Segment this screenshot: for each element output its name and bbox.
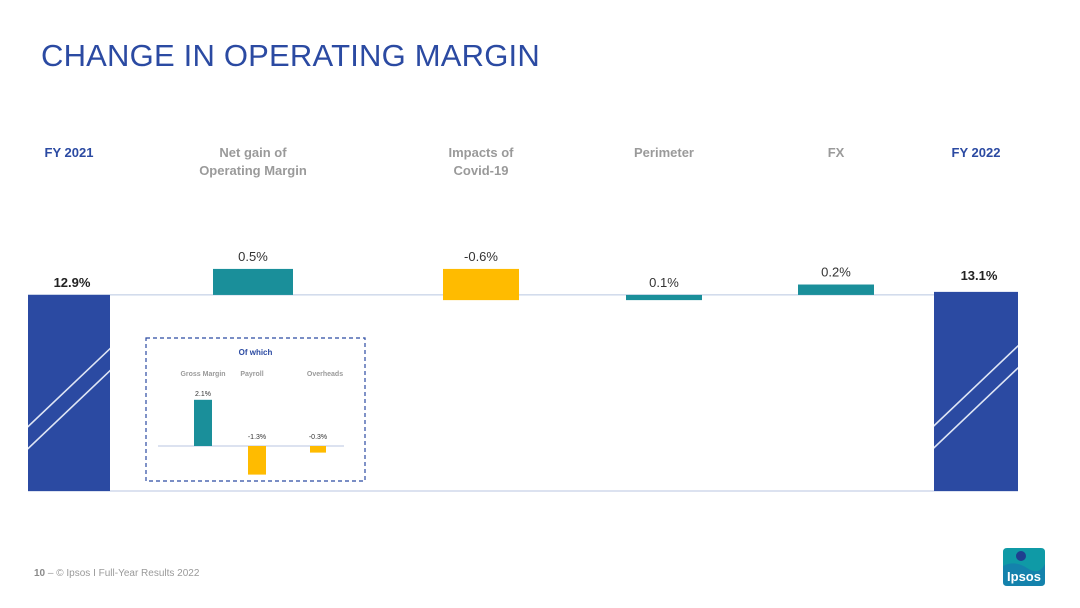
category-label: Perimeter <box>574 144 754 162</box>
stripe <box>934 366 1018 449</box>
inset-category-label: Payroll <box>240 371 263 378</box>
category-label-line: Covid-19 <box>453 163 509 178</box>
category-label-line: Operating Margin <box>199 163 307 178</box>
logo-text: Ipsos <box>1007 569 1041 584</box>
data-label: 0.2% <box>821 265 851 280</box>
inset-bar <box>248 446 266 475</box>
data-label: -0.6% <box>464 249 498 264</box>
category-label: Impacts of Covid-19 <box>391 144 571 180</box>
category-label-line: Net gain of <box>219 145 287 160</box>
footer-separator: – <box>47 568 54 579</box>
inset-category-label: Gross Margin <box>180 371 225 378</box>
inset-data-label: 2.1% <box>195 391 211 398</box>
bar <box>934 291 1018 491</box>
footer-text: © Ipsos I Full-Year Results 2022 <box>56 568 200 579</box>
category-label: Net gain of Operating Margin <box>163 144 343 180</box>
stripe <box>934 344 1018 427</box>
category-label-line: FY 2021 <box>44 145 94 160</box>
ipsos-logo-icon: Ipsos <box>1001 546 1047 588</box>
page-title: CHANGE IN OPERATING MARGIN <box>41 38 540 73</box>
page-number: 10 <box>34 568 46 579</box>
category-label: FY 2022 <box>886 144 1066 162</box>
inset-category-label: Overheads <box>307 371 343 378</box>
data-label: 0.1% <box>649 275 679 290</box>
bar <box>798 284 874 295</box>
inset-bar <box>310 446 326 453</box>
data-label: 13.1% <box>961 268 998 283</box>
bar-stripes <box>28 347 110 450</box>
inset-title: Of which <box>239 348 273 357</box>
category-label: FX <box>746 144 926 162</box>
inset-box <box>145 337 366 482</box>
inset-bar <box>194 399 212 446</box>
bar <box>626 294 702 301</box>
category-label-line: FY 2022 <box>951 145 1001 160</box>
footer: 10 – © Ipsos I Full-Year Results 2022 <box>34 568 199 579</box>
category-label: FY 2021 <box>0 144 159 162</box>
data-label: 12.9% <box>54 275 91 290</box>
category-label-line: Impacts of <box>448 145 514 160</box>
inset-data-label: -1.3% <box>248 434 266 441</box>
bar <box>28 294 110 491</box>
bar <box>443 268 519 301</box>
bar <box>213 268 293 295</box>
data-label: 0.5% <box>238 249 268 264</box>
stripe <box>28 369 110 450</box>
category-label-line: Perimeter <box>634 145 694 160</box>
inset-data-label: -0.3% <box>309 434 327 441</box>
category-label-line: FX <box>827 145 845 160</box>
bar-stripes <box>934 344 1018 449</box>
stripe <box>28 347 110 428</box>
